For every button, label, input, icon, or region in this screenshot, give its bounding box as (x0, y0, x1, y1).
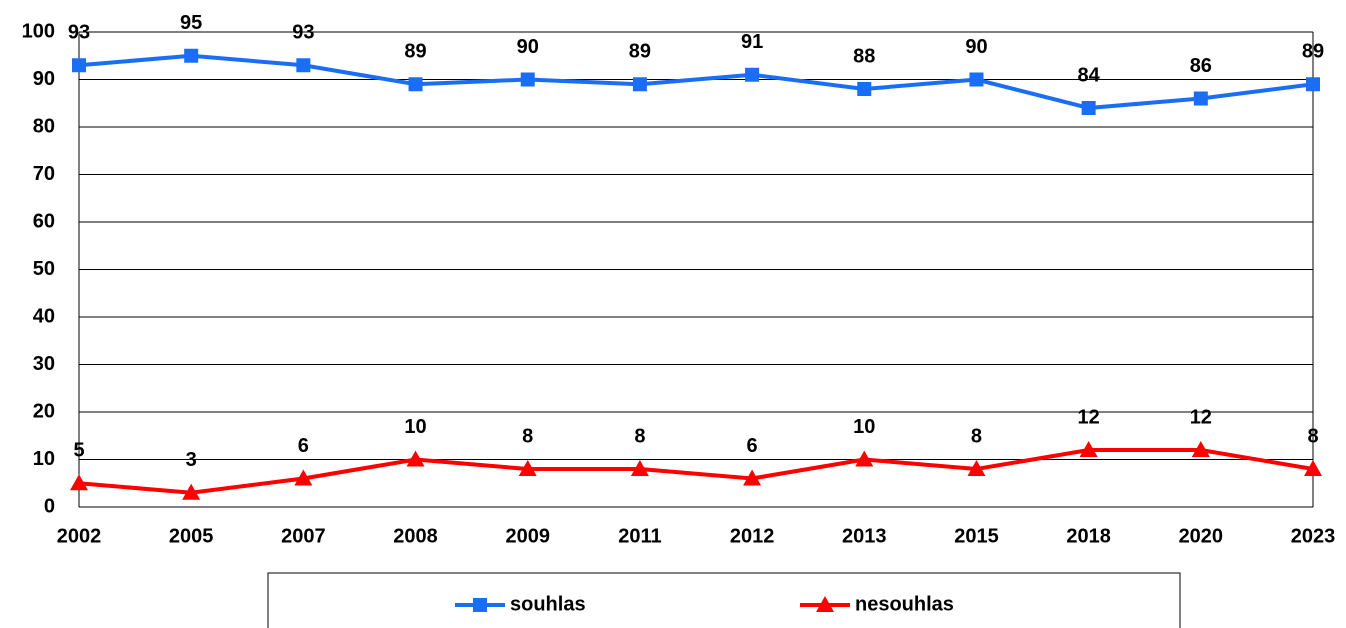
legend-marker (473, 598, 487, 612)
data-label: 93 (68, 22, 90, 44)
marker (745, 67, 760, 82)
marker (632, 77, 647, 92)
data-label: 10 (853, 416, 875, 438)
x-tick-label: 2005 (169, 525, 214, 547)
data-label: 95 (180, 12, 202, 34)
data-label: 86 (1190, 55, 1212, 77)
y-tick-label: 10 (33, 448, 55, 470)
x-tick-label: 2008 (393, 525, 438, 547)
marker (294, 469, 313, 486)
y-tick-label: 70 (33, 163, 55, 185)
series-line (78, 53, 1314, 111)
legend-marker (816, 596, 834, 612)
series-line (78, 448, 1314, 495)
data-label: 8 (1307, 425, 1318, 447)
data-label: 84 (1078, 64, 1101, 86)
data-label: 10 (404, 416, 426, 438)
y-tick-label: 30 (33, 353, 55, 375)
marker (967, 460, 986, 476)
legend-box (267, 572, 1181, 628)
data-label: 89 (1302, 41, 1324, 63)
x-tick-label: 2013 (842, 525, 887, 547)
x-tick-label: 2011 (618, 525, 661, 547)
marker (70, 474, 88, 491)
legend-label: nesouhlas (855, 593, 954, 615)
x-tick-label: 2012 (730, 525, 775, 547)
marker (630, 460, 649, 476)
marker (520, 72, 535, 87)
marker (1304, 460, 1322, 476)
data-label: 89 (404, 41, 426, 63)
x-tick-label: 2020 (1179, 525, 1224, 547)
data-label: 90 (965, 36, 987, 58)
marker (182, 483, 201, 500)
data-label: 5 (73, 440, 84, 462)
marker (743, 469, 762, 486)
marker (406, 450, 425, 467)
marker (518, 460, 537, 476)
x-tick-label: 2009 (505, 525, 550, 547)
x-tick-label: 2018 (1066, 525, 1111, 547)
data-label: 88 (853, 45, 875, 67)
marker (72, 58, 86, 73)
marker (1079, 441, 1098, 457)
marker (969, 72, 984, 87)
data-label: 91 (741, 31, 763, 53)
y-tick-label: 80 (33, 115, 55, 137)
data-label: 90 (517, 36, 539, 58)
data-label: 6 (298, 435, 309, 457)
marker (296, 58, 311, 73)
data-label: 12 (1190, 406, 1212, 428)
x-tick-label: 2002 (57, 525, 102, 547)
marker (1306, 77, 1320, 92)
y-tick-label: 90 (33, 68, 55, 90)
x-tick-label: 2007 (281, 525, 326, 547)
data-label: 8 (522, 425, 533, 447)
y-tick-label: 100 (22, 20, 55, 42)
data-label: 6 (747, 435, 758, 457)
marker (855, 450, 874, 467)
y-tick-label: 0 (44, 495, 55, 517)
y-tick-label: 50 (33, 258, 55, 280)
data-label: 89 (629, 41, 651, 63)
legend-label: souhlas (510, 593, 586, 615)
data-label: 93 (292, 22, 314, 44)
marker (184, 48, 199, 63)
marker (1193, 91, 1208, 106)
x-tick-label: 2015 (954, 525, 999, 547)
marker (857, 82, 872, 96)
marker (408, 77, 423, 92)
data-label: 3 (186, 449, 197, 471)
marker (1081, 101, 1096, 115)
data-label: 12 (1078, 406, 1100, 428)
x-tick-label: 2023 (1291, 525, 1336, 547)
data-label: 8 (634, 425, 645, 447)
y-tick-label: 40 (33, 305, 55, 327)
y-tick-label: 60 (33, 210, 55, 232)
marker (1191, 441, 1210, 457)
y-tick-label: 20 (33, 400, 55, 422)
data-label: 8 (971, 425, 982, 447)
